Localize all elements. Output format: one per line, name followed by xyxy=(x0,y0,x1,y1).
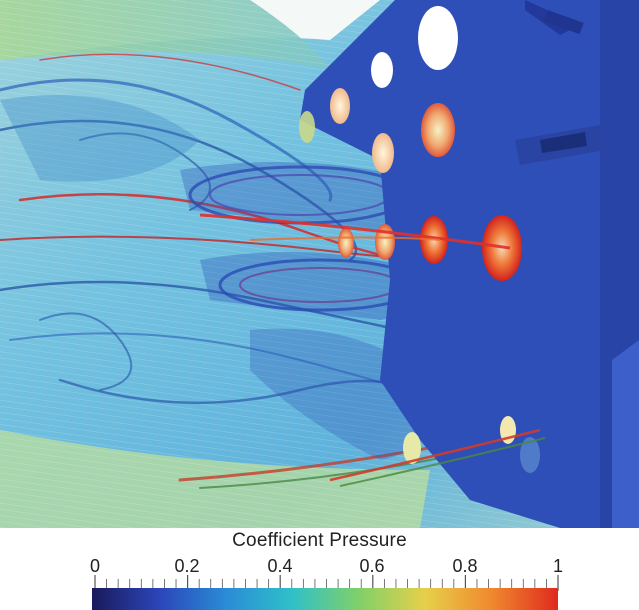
circular-hole xyxy=(371,52,393,88)
circular-hole xyxy=(375,224,395,260)
plate-notch xyxy=(543,10,584,35)
colorbar-tick-label: 0.6 xyxy=(359,556,385,576)
circular-hole xyxy=(338,228,354,258)
vortex-streamlines xyxy=(0,53,579,489)
colorbar-tick-label: 1 xyxy=(552,556,564,576)
colorbar-tick-label: 0.2 xyxy=(174,556,200,576)
colorbar-title: Coefficient Pressure xyxy=(232,530,407,551)
vortex-sheets xyxy=(0,95,432,460)
colorbar xyxy=(92,588,558,610)
flow-visualization xyxy=(0,0,639,528)
circular-hole xyxy=(421,103,455,157)
circular-hole xyxy=(330,88,350,124)
colorbar-tick-label: 0.4 xyxy=(267,556,293,576)
colorbar-gradient xyxy=(92,588,558,610)
circular-hole xyxy=(403,432,421,464)
colorbar-tick-label: 0 xyxy=(89,556,101,576)
bluff-body-plate xyxy=(300,0,639,528)
colorbar-tick-label: 0.8 xyxy=(452,556,478,576)
hole-jets xyxy=(199,213,546,487)
circular-hole xyxy=(299,111,315,143)
circular-hole xyxy=(520,437,540,473)
circular-hole xyxy=(372,133,394,173)
circular-hole xyxy=(418,6,458,70)
rectangular-slot xyxy=(515,125,606,165)
plate-holes xyxy=(299,6,540,473)
